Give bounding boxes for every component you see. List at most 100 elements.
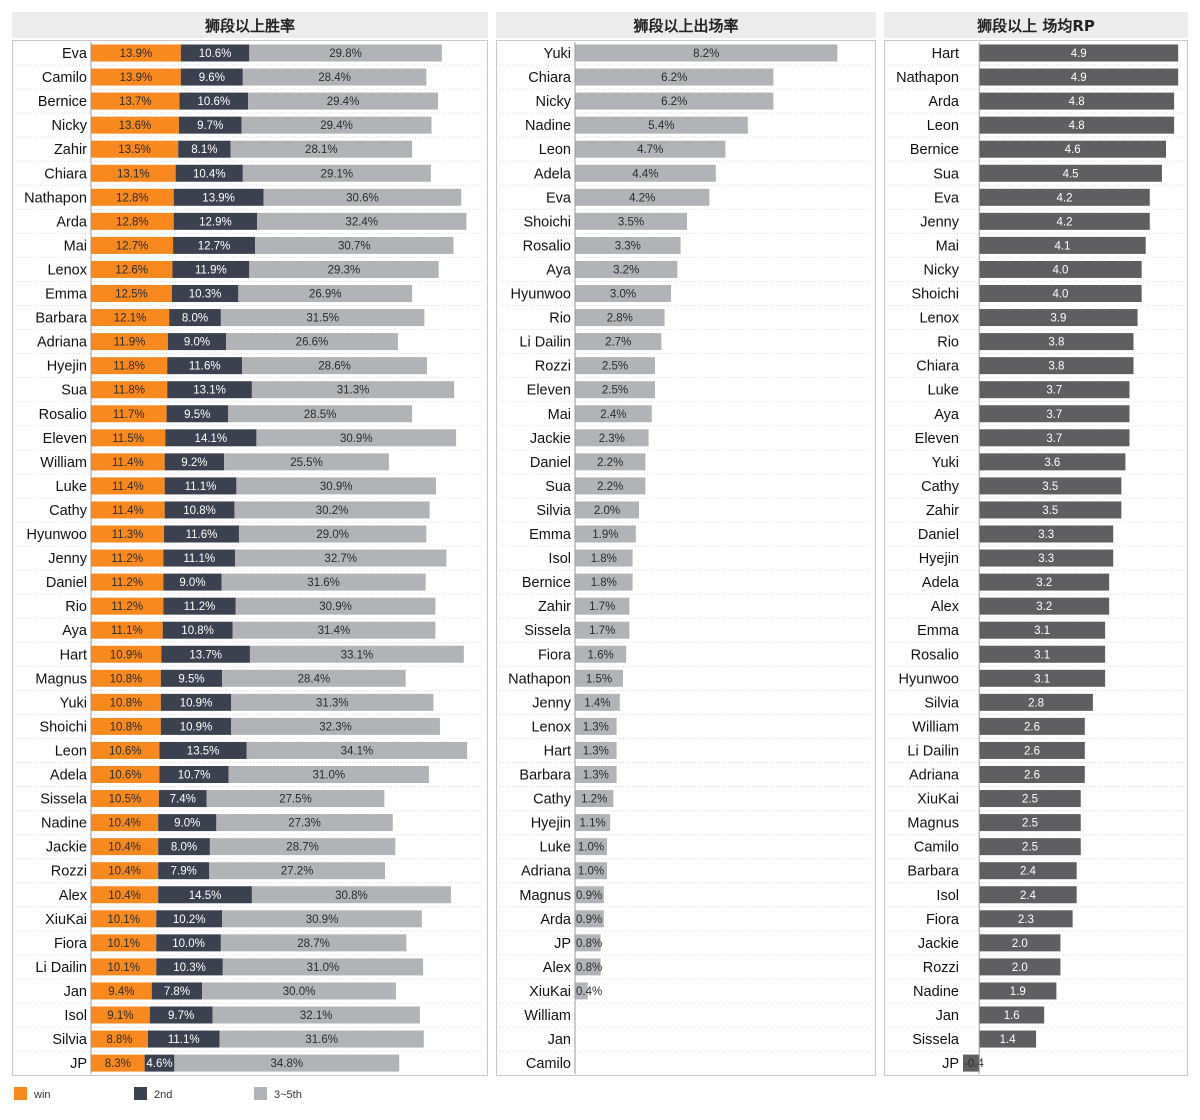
second-segment [164,453,225,471]
data-label: 32.7% [324,553,357,565]
category-label: Rozzi [51,864,87,880]
data-label: 9.6% [199,72,225,84]
second-segment [178,116,242,134]
top5-segment [209,862,385,880]
data-label: 10.1% [107,914,140,926]
second-segment [172,260,250,278]
category-label: Lenox [919,311,959,327]
second-segment [151,982,203,1000]
data-label: 2.5% [602,361,628,373]
data-label: 10.9% [180,697,213,709]
data-label: 11.7% [113,409,145,421]
bar [575,525,636,543]
category-label: Daniel [918,527,959,543]
data-label: 3.9 [1050,313,1066,325]
data-label: 3.7 [1046,409,1062,421]
data-label: 10.3% [189,289,222,301]
top5-segment [235,597,436,615]
bar [575,477,646,495]
category-label: Jenny [532,695,571,711]
data-label: 10.4% [193,168,226,180]
win-segment [91,886,159,904]
data-label: -0.4 [964,1058,984,1070]
data-label: 29.1% [321,168,354,180]
data-label: 3.8 [1048,361,1064,373]
second-segment [158,838,210,856]
win-segment [91,285,172,302]
bar [979,236,1146,254]
bar [979,1006,1045,1024]
data-label: 1.8% [591,553,617,565]
data-label: 32.3% [319,721,352,733]
data-label: 30.9% [306,914,339,926]
data-label: 13.1% [193,385,226,397]
top5-segment [212,1006,420,1024]
win-segment [91,645,162,663]
data-label: 3.5 [1042,481,1058,493]
category-label: Nicky [536,94,572,110]
data-label: 7.9% [171,866,197,878]
data-label: 10.9% [180,721,213,733]
data-label: 14.5% [189,890,222,902]
data-label: 12.1% [114,313,147,325]
bar [979,717,1085,735]
category-label: Eleven [43,431,87,447]
top5-segment [249,260,439,278]
category-label: Nathapon [508,671,571,687]
bar [575,814,611,832]
category-label: Sissela [912,1032,960,1048]
data-label: 10.3% [173,962,206,974]
category-label: Aya [62,623,88,639]
category-label: Sua [61,383,88,399]
category-label: Rosalio [523,238,571,254]
data-label: 10.5% [109,794,142,806]
data-label: 1.0% [578,866,604,878]
category-label: Jenny [920,214,959,230]
data-label: 11.5% [112,433,144,445]
category-label: Hyejin [47,359,87,375]
category-label: Jan [936,1008,959,1024]
second-segment [161,645,250,663]
data-label: 4.1 [1054,240,1070,252]
bar [575,405,652,423]
second-segment [162,621,233,639]
win-segment [91,982,152,1000]
bar [575,766,617,783]
data-label: 3.6 [1044,457,1060,469]
top5-segment [249,44,442,62]
data-label: 2.7% [605,337,631,349]
data-label: 7.8% [164,986,190,998]
data-label: 11.2% [111,553,143,565]
second-segment [163,573,222,591]
second-segment [160,669,223,687]
bar [575,260,678,278]
data-label: 27.2% [281,866,314,878]
bar [979,501,1122,519]
data-label: 4.6% [146,1058,172,1070]
category-label: Nicky [924,262,960,278]
chart-title-bg [12,12,488,38]
data-label: 34.8% [270,1058,303,1070]
data-label: 11.6% [189,361,221,373]
category-label: Jan [548,1032,571,1048]
data-label: 11.6% [186,529,218,541]
second-segment [163,549,236,567]
bar [979,333,1134,351]
top5-segment [241,116,432,134]
category-label: Eleven [527,383,571,399]
top5-segment [209,838,396,856]
top5-segment [251,381,455,399]
data-label: 1.4% [584,697,610,709]
data-label: 29.4% [327,96,360,108]
category-label: Luke [928,383,959,399]
bar [575,958,601,976]
top5-segment [235,549,447,567]
category-label: Rosalio [911,647,959,663]
bar [575,838,607,856]
data-label: 1.8% [591,577,617,589]
data-label: 10.9% [110,649,143,661]
data-label: 8.1% [191,144,217,156]
chart-title-bg [496,12,876,38]
data-label: 11.2% [184,601,216,613]
category-label: Shoichi [911,287,959,303]
